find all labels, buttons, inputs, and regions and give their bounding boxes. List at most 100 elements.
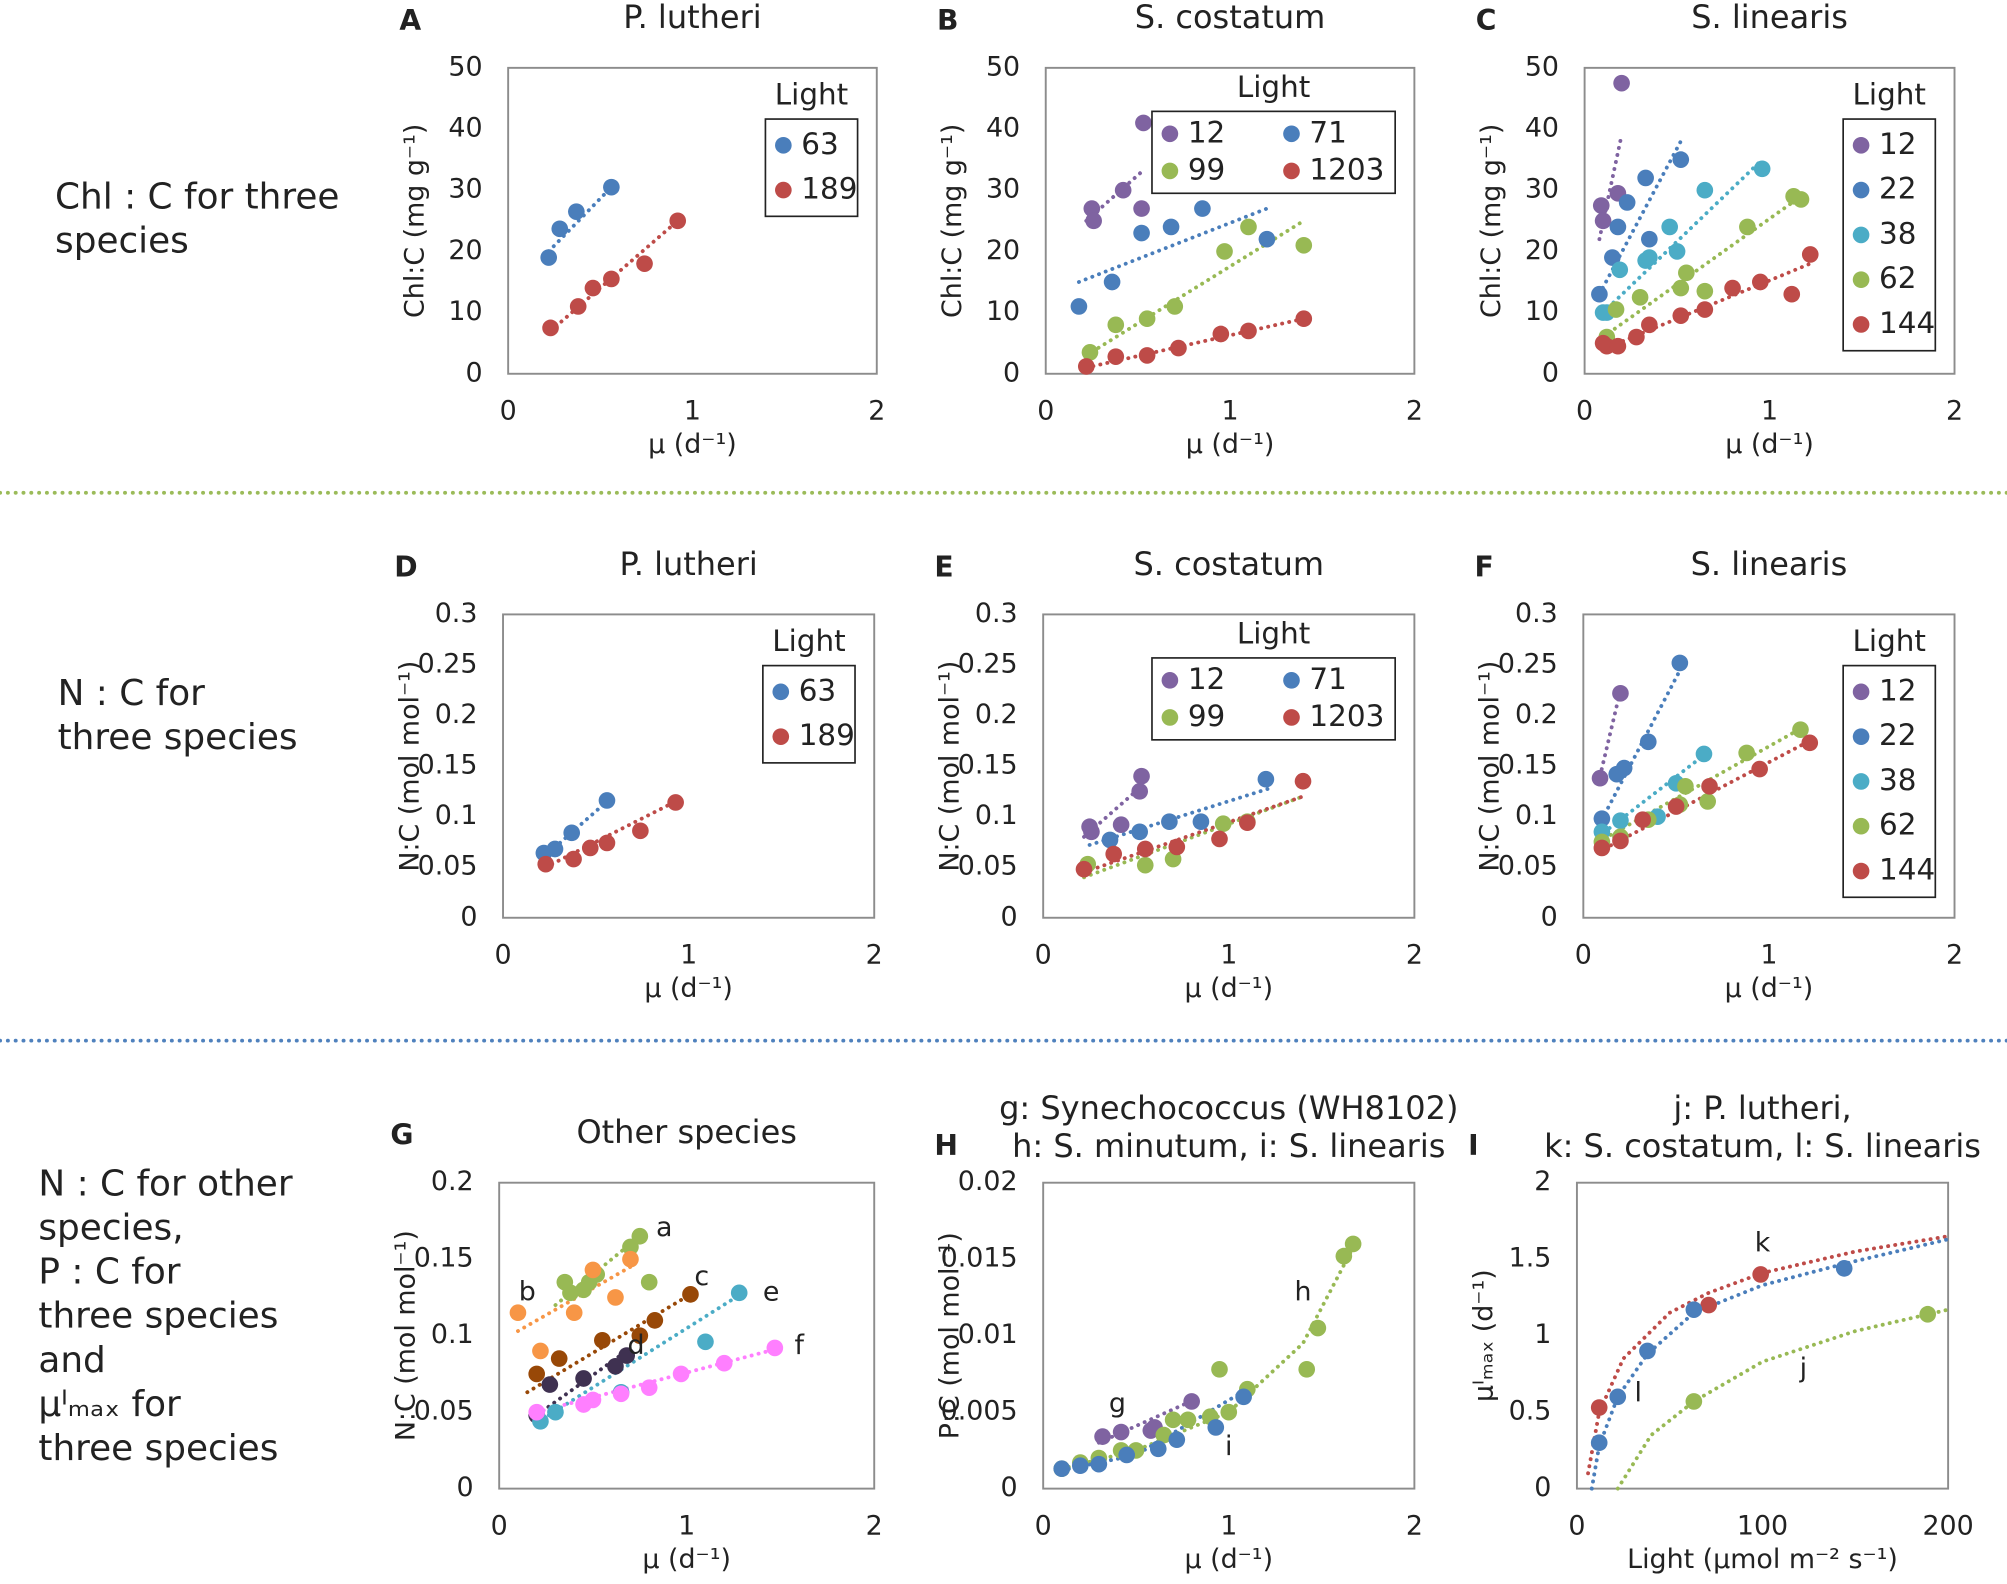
data-point	[1919, 1305, 1937, 1323]
legend-title: Light	[772, 624, 845, 658]
legend-label: 62	[1879, 808, 1916, 842]
legend-marker	[1283, 125, 1300, 143]
trend-line	[1601, 157, 1765, 315]
data-point	[715, 1354, 733, 1372]
legend-marker	[772, 683, 790, 701]
x-axis-label: μ (d⁻¹)	[644, 973, 733, 1004]
data-point	[569, 298, 587, 315]
x-tick-label: 1	[678, 1511, 695, 1542]
data-point	[1609, 1388, 1627, 1406]
data-point	[581, 839, 599, 857]
data-point	[1112, 816, 1130, 834]
data-point	[1239, 814, 1256, 832]
row-label: species	[55, 221, 189, 262]
legend-label: 99	[1188, 152, 1225, 186]
y-tick-label: 0.2	[1515, 699, 1558, 730]
data-point	[1753, 160, 1771, 178]
legend-label: 63	[801, 127, 838, 161]
data-point	[1639, 733, 1657, 751]
annotation: e	[763, 1276, 780, 1307]
y-tick-label: 1	[1534, 1319, 1551, 1350]
data-point	[1240, 218, 1257, 236]
data-point	[598, 792, 616, 809]
data-point	[1335, 1247, 1353, 1265]
legend-label: 38	[1879, 216, 1916, 250]
data-point	[1131, 783, 1149, 800]
legend-marker	[775, 181, 792, 199]
data-point	[1615, 759, 1633, 777]
y-tick-label: 20	[448, 235, 482, 266]
chart-title: k: S. costatum, l: S. linearis	[1544, 1127, 1981, 1165]
x-tick-label: 1	[684, 396, 701, 427]
data-point	[1194, 200, 1211, 217]
data-point	[1170, 339, 1187, 357]
trend-line	[1076, 206, 1269, 284]
y-tick-label: 0	[460, 901, 477, 932]
data-point	[640, 1379, 658, 1396]
legend-marker	[1852, 728, 1870, 745]
y-tick-label: 0.005	[941, 1396, 1018, 1427]
data-point	[1695, 745, 1713, 763]
data-point	[1166, 298, 1184, 315]
annotation: j	[1799, 1353, 1807, 1384]
y-tick-label: 0.1	[435, 800, 478, 831]
data-point	[1162, 218, 1180, 236]
x-tick-label: 1	[1222, 396, 1239, 427]
x-tick-label: 1	[1220, 940, 1237, 971]
data-point	[562, 1284, 579, 1302]
data-point	[1294, 772, 1312, 790]
data-point	[1164, 1411, 1182, 1429]
row-label: N : C for other	[38, 1163, 292, 1204]
data-point	[598, 834, 616, 852]
data-point	[1107, 348, 1125, 365]
legend-marker	[1283, 672, 1300, 689]
y-axis-label: Chl:C (mg g⁻¹)	[399, 124, 430, 318]
x-tick-label: 2	[1946, 396, 1963, 427]
x-tick-label: 0	[1568, 1511, 1585, 1542]
data-point	[550, 1350, 568, 1367]
data-point	[1103, 273, 1121, 291]
data-point	[1075, 860, 1093, 878]
x-axis-label: Light (μmol m⁻² s⁻¹)	[1627, 1544, 1898, 1575]
data-point	[537, 855, 555, 873]
data-point	[1634, 811, 1652, 828]
y-tick-label: 0	[1000, 1472, 1017, 1503]
legend-label: 12	[1188, 662, 1225, 696]
y-tick-label: 0.2	[435, 699, 478, 730]
data-point	[697, 1333, 714, 1351]
chart-title: h: S. minutum, i: S. linearis	[1012, 1127, 1445, 1165]
row-label: three species	[38, 1428, 278, 1469]
data-point	[766, 1339, 784, 1357]
x-tick-label: 100	[1737, 1511, 1788, 1542]
panel-letter: D	[394, 550, 417, 583]
data-point	[1240, 322, 1257, 340]
x-tick-label: 0	[500, 396, 517, 427]
data-point	[565, 1304, 583, 1322]
annotation: k	[1755, 1227, 1771, 1258]
data-point	[1131, 823, 1149, 841]
annotation: i	[1225, 1431, 1232, 1462]
y-tick-label: 40	[1525, 113, 1559, 144]
data-point	[667, 794, 684, 811]
data-point	[528, 1365, 546, 1383]
legend-marker	[1283, 162, 1300, 180]
plot-frame	[1044, 66, 1416, 375]
data-point	[631, 1327, 649, 1344]
y-tick-label: 40	[448, 113, 482, 144]
data-point	[1618, 194, 1636, 211]
y-tick-label: 0.1	[1515, 800, 1558, 831]
data-point	[1105, 845, 1123, 863]
data-point	[1609, 218, 1627, 236]
y-axis-label: μᴵₘₐₓ (d⁻¹)	[1468, 1269, 1499, 1402]
panel-letter: E	[934, 550, 953, 583]
x-tick-label: 1	[1220, 1511, 1237, 1542]
data-point	[1696, 282, 1714, 300]
legend-label: 63	[799, 673, 836, 707]
data-point	[1607, 301, 1625, 318]
data-point	[646, 1312, 664, 1329]
legend-label: 71	[1309, 115, 1346, 149]
x-tick-label: 2	[1406, 1511, 1423, 1542]
data-point	[1114, 181, 1132, 199]
x-tick-label: 0	[1576, 396, 1593, 427]
y-tick-label: 0.05	[418, 851, 478, 882]
